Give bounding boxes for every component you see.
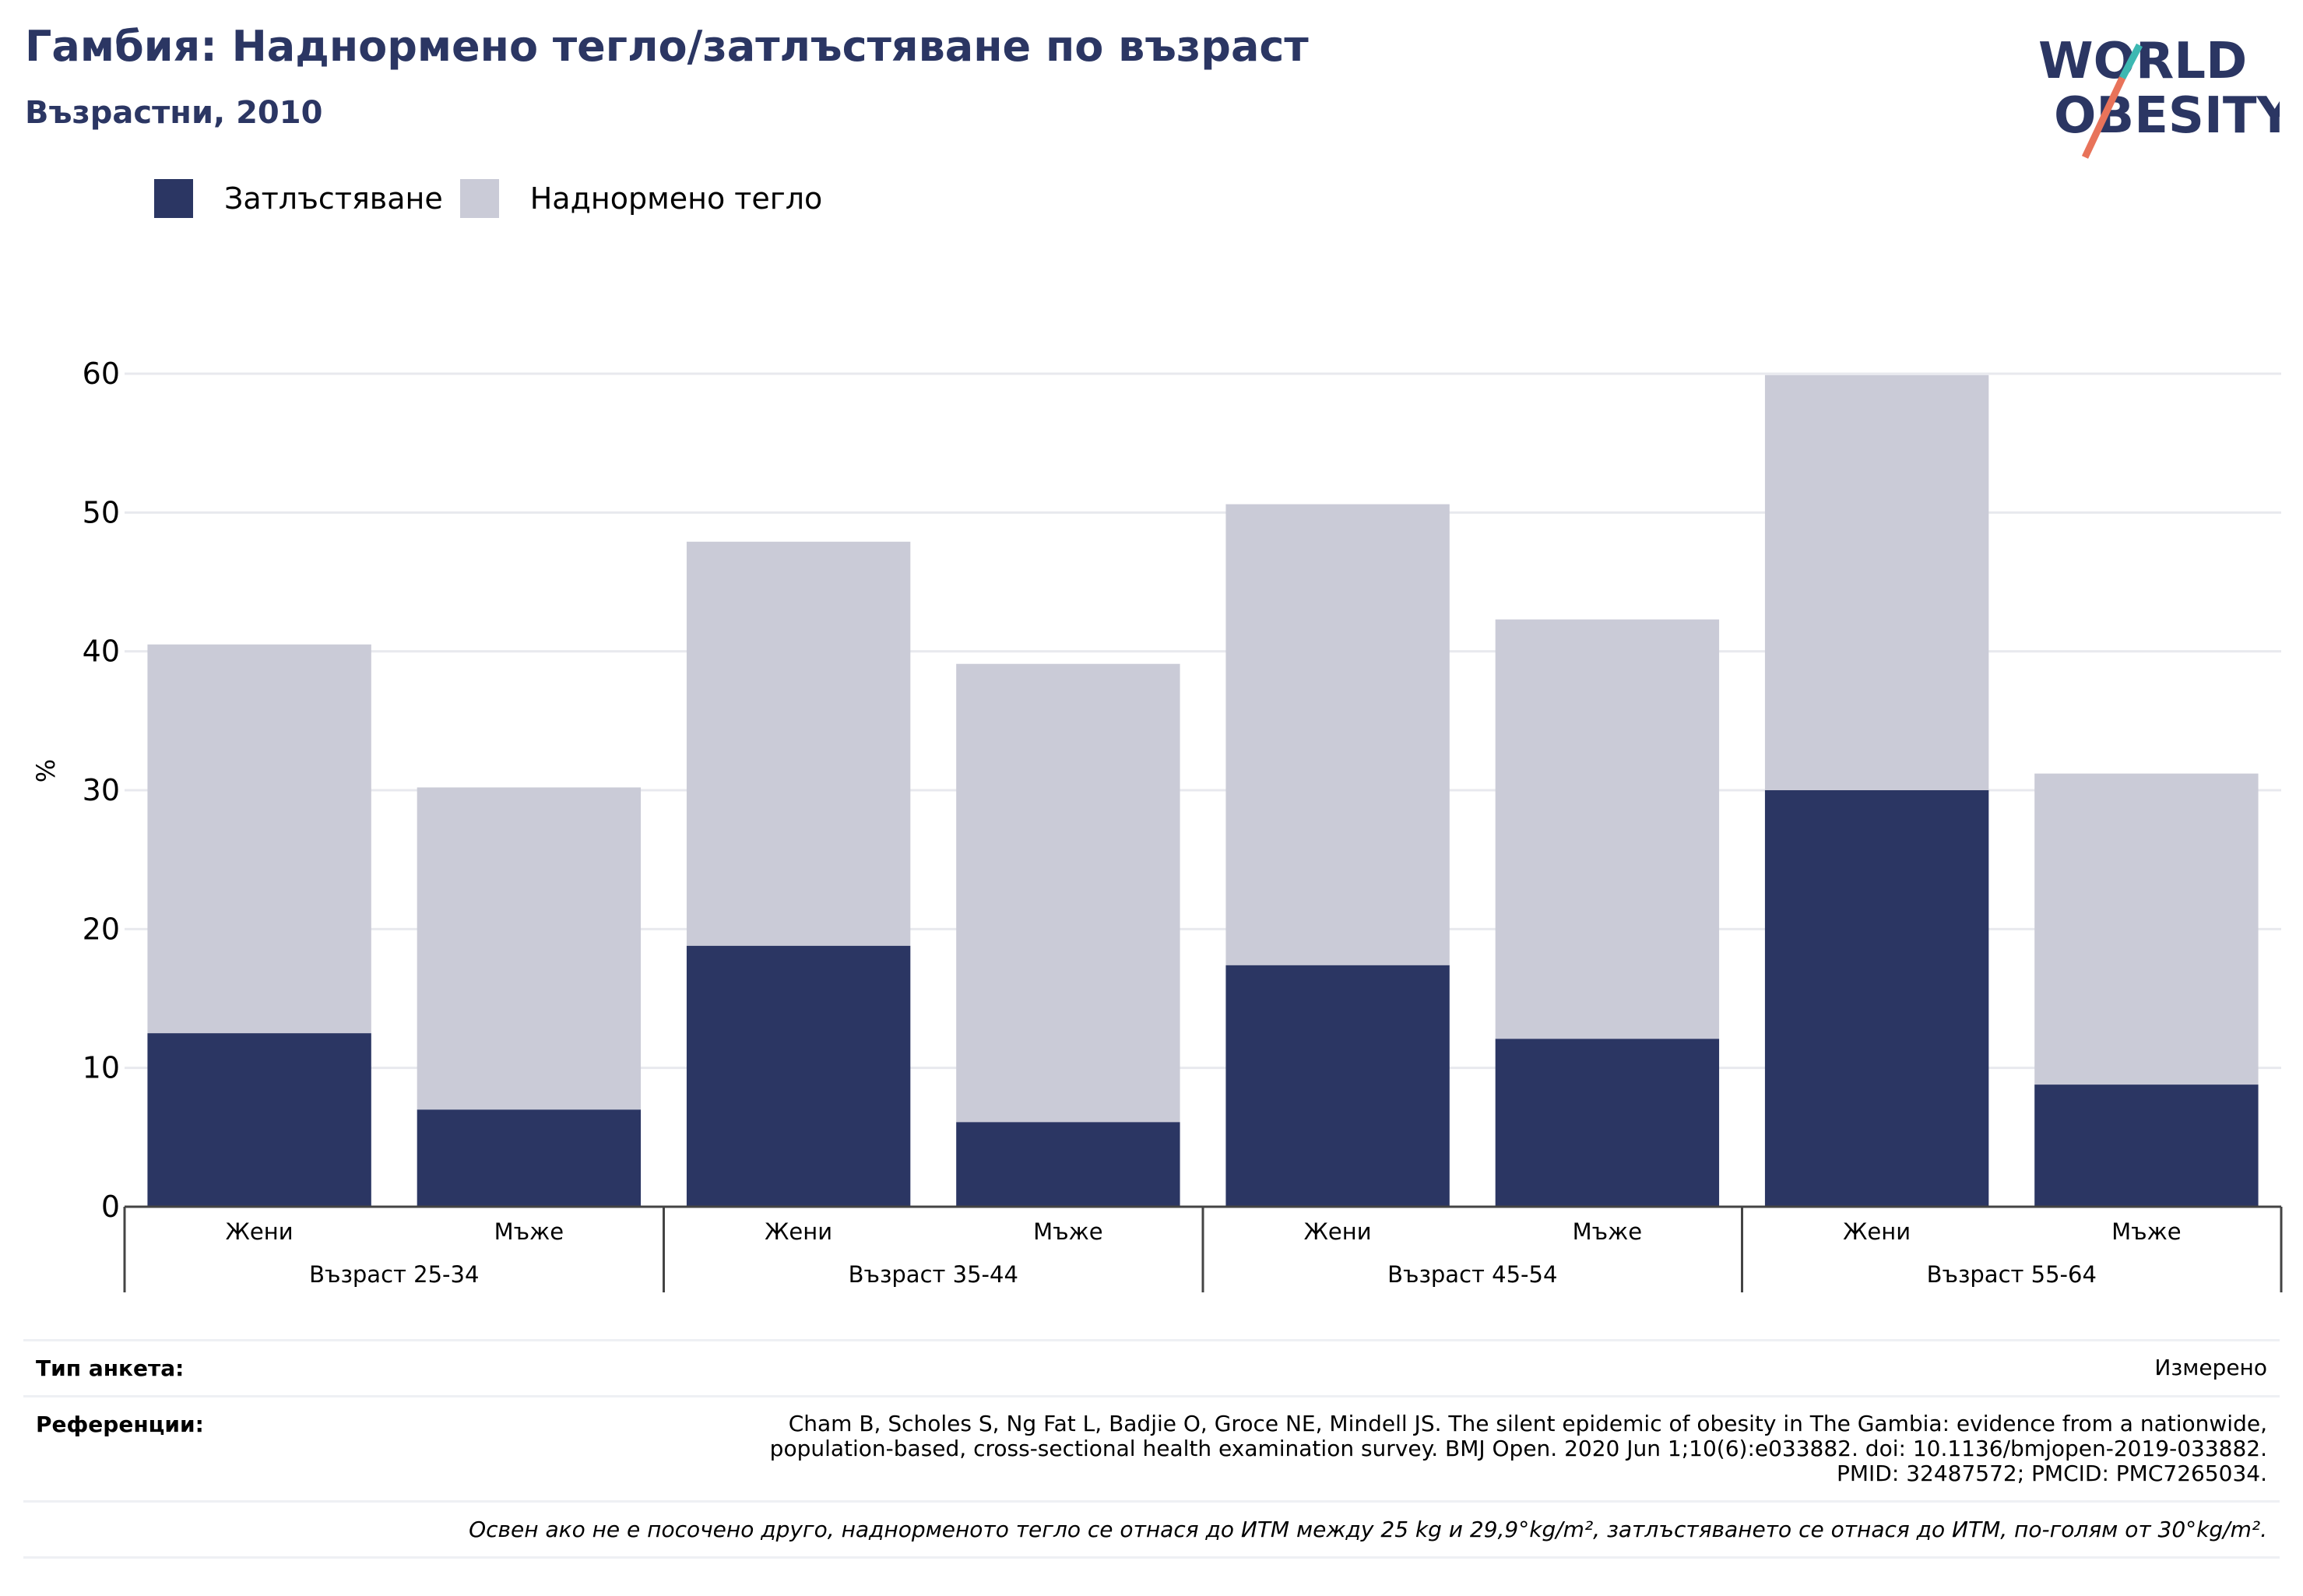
x-category-label: Жени <box>226 1218 294 1245</box>
bar-obesity <box>686 945 911 1207</box>
x-category-label: Жени <box>765 1218 832 1245</box>
references-row: Референции: Cham B, Scholes S, Ng Fat L,… <box>23 1395 2280 1500</box>
legend: Затлъстяване Наднормено тегло <box>154 179 839 218</box>
x-category-label: Мъже <box>494 1218 564 1245</box>
x-group-label: Възраст 25-34 <box>309 1261 479 1288</box>
logo-line2: OBESITY <box>2054 87 2280 145</box>
y-tick-label: 10 <box>83 1051 120 1085</box>
legend-label-overweight: Наднормено тегло <box>529 181 823 216</box>
y-tick-label: 20 <box>83 912 120 946</box>
bar-obesity <box>147 1033 371 1207</box>
footer: Тип анкета: Измерено Референции: Cham B,… <box>23 1339 2280 1559</box>
legend-swatch-obesity <box>154 179 193 218</box>
legend-swatch-overweight <box>459 179 499 218</box>
x-category-label: Мъже <box>2111 1218 2181 1245</box>
bar-overweight <box>417 787 642 1110</box>
bar-overweight <box>1764 374 1989 790</box>
definition-note: Освен ако не е посочено друго, наднормен… <box>469 1517 2267 1542</box>
y-tick-label: 60 <box>83 357 120 391</box>
x-group-label: Възраст 35-44 <box>849 1261 1018 1288</box>
definition-note-row: Освен ако не е посочено друго, наднормен… <box>23 1500 2280 1559</box>
references-text: Cham B, Scholes S, Ng Fat L, Badjie O, G… <box>770 1411 2267 1486</box>
y-tick-label: 40 <box>83 635 120 669</box>
x-category-label: Мъже <box>1033 1218 1102 1245</box>
references-label: Референции: <box>36 1411 204 1437</box>
bar-overweight <box>2034 773 2259 1085</box>
y-tick-label: 0 <box>101 1190 120 1224</box>
survey-type-label: Тип анкета: <box>36 1355 185 1381</box>
bar-obesity <box>1764 790 1989 1207</box>
x-axis: Жени Мъже Възраст 25-34 Жени Мъже Възраст 35-… <box>123 1205 2283 1292</box>
logo-slash-coral <box>2081 76 2126 159</box>
bar-overweight <box>147 644 371 1034</box>
bar-overweight <box>1225 504 1450 965</box>
legend-item-obesity: Затлъстяване <box>154 179 443 218</box>
y-axis-label: % <box>31 759 61 782</box>
x-category-label: Жени <box>1304 1218 1372 1245</box>
bars <box>147 374 2259 1207</box>
y-tick-label: 30 <box>83 773 120 807</box>
y-axis-ticks: 0 10 20 30 40 50 60 <box>83 357 120 1224</box>
world-obesity-logo: WORLD OBESITY <box>2038 33 2280 159</box>
legend-item-overweight: Наднормено тегло <box>459 179 823 218</box>
logo-slash-teal <box>2119 43 2143 80</box>
bar-chart: 0 10 20 30 40 50 60 Жени Мъже Възраст 25-34 Жени М… <box>31 357 2283 1292</box>
bar-obesity <box>956 1122 1180 1207</box>
bar-obesity <box>1495 1039 1720 1207</box>
chart-title: Гамбия: Наднормено тегло/затлъстяване по… <box>25 22 1309 71</box>
y-tick-label: 50 <box>83 495 120 529</box>
logo-line1: WORLD <box>2038 33 2247 90</box>
reference-line: population-based, cross-sectional health… <box>769 1436 2267 1461</box>
bar-obesity <box>2034 1085 2259 1207</box>
x-group-label: Възраст 55-64 <box>1927 1261 2097 1288</box>
reference-line: Cham B, Scholes S, Ng Fat L, Badjie O, G… <box>788 1411 2267 1436</box>
bar-overweight <box>956 663 1180 1123</box>
legend-label-obesity: Затлъстяване <box>224 181 443 216</box>
chart-subtitle: Възрастни, 2010 <box>25 95 323 131</box>
x-category-label: Мъже <box>1573 1218 1642 1245</box>
bar-overweight <box>1495 619 1720 1039</box>
bar-overweight <box>686 541 911 946</box>
reference-line: PMID: 32487572; PMCID: PMC7265034. <box>1837 1461 2267 1486</box>
survey-type-row: Тип анкета: Измерено <box>23 1339 2280 1395</box>
x-group-label: Възраст 45-54 <box>1387 1261 1557 1288</box>
bar-obesity <box>417 1109 642 1207</box>
bar-obesity <box>1225 965 1450 1207</box>
x-category-label: Жени <box>1843 1218 1911 1245</box>
survey-type-value: Измерено <box>2154 1355 2267 1380</box>
